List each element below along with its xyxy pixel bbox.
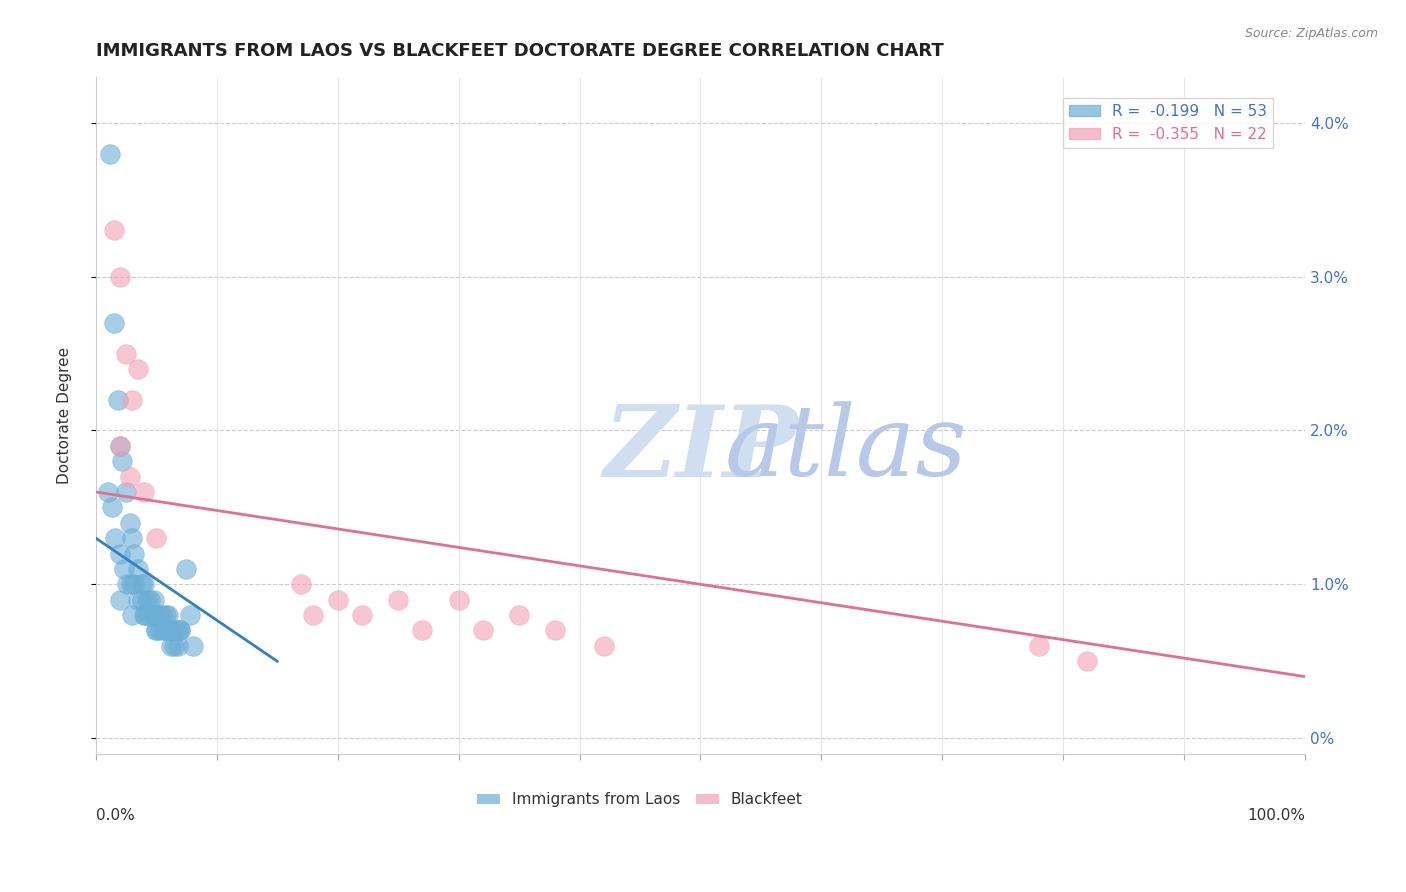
Point (115, 485, 138, 500)
Point (112, 562, 135, 576)
Point (121, 608, 143, 623)
Point (100, 500, 122, 515)
Point (152, 624, 174, 638)
Point (118, 469, 141, 483)
Point (145, 624, 167, 638)
Point (108, 547, 131, 561)
Point (145, 531, 167, 545)
Point (176, 562, 198, 576)
Point (159, 624, 181, 638)
Point (592, 639, 614, 653)
Point (447, 592, 470, 607)
Point (156, 624, 179, 638)
Point (124, 547, 146, 561)
Point (135, 592, 157, 607)
Point (145, 624, 167, 638)
Point (111, 454, 134, 468)
Point (508, 608, 530, 623)
Point (163, 639, 186, 653)
Point (169, 624, 191, 638)
Text: Source: ZipAtlas.com: Source: ZipAtlas.com (1244, 27, 1378, 40)
Legend: Immigrants from Laos, Blackfeet: Immigrants from Laos, Blackfeet (471, 787, 808, 814)
Point (139, 592, 162, 607)
Point (157, 624, 180, 638)
Point (134, 608, 156, 623)
Point (115, 346, 138, 360)
Text: 0.0%: 0.0% (96, 807, 135, 822)
Point (1076, 654, 1098, 668)
Point (1028, 639, 1050, 653)
Point (134, 608, 156, 623)
Point (145, 608, 167, 623)
Point (155, 608, 177, 623)
Point (127, 592, 149, 607)
Point (108, 269, 131, 284)
Point (121, 531, 143, 545)
Point (163, 624, 186, 638)
Point (411, 624, 433, 638)
Point (350, 608, 373, 623)
Point (150, 608, 173, 623)
Point (167, 624, 190, 638)
Text: ZIP: ZIP (603, 401, 799, 497)
Point (115, 577, 138, 591)
Point (134, 577, 156, 591)
Point (108, 592, 131, 607)
Point (131, 577, 153, 591)
Point (302, 608, 325, 623)
Text: 100.0%: 100.0% (1247, 807, 1305, 822)
Point (179, 608, 201, 623)
Point (181, 639, 204, 653)
Point (387, 592, 409, 607)
Point (127, 562, 149, 576)
Point (167, 639, 190, 653)
Point (108, 439, 131, 453)
Point (103, 316, 125, 330)
Point (544, 624, 567, 638)
Point (326, 592, 349, 607)
Point (159, 639, 181, 653)
Point (124, 577, 146, 591)
Point (290, 577, 312, 591)
Point (138, 608, 160, 623)
Point (134, 485, 156, 500)
Point (169, 624, 191, 638)
Point (120, 577, 142, 591)
Point (157, 608, 180, 623)
Point (108, 439, 131, 453)
Point (149, 624, 172, 638)
Point (142, 592, 165, 607)
Point (118, 516, 141, 530)
Point (104, 531, 127, 545)
Point (107, 392, 129, 407)
Point (471, 624, 494, 638)
Text: atlas: atlas (724, 401, 967, 497)
Point (148, 608, 170, 623)
Y-axis label: Doctorate Degree: Doctorate Degree (58, 346, 72, 483)
Point (121, 392, 143, 407)
Text: IMMIGRANTS FROM LAOS VS BLACKFEET DOCTORATE DEGREE CORRELATION CHART: IMMIGRANTS FROM LAOS VS BLACKFEET DOCTOR… (96, 42, 943, 60)
Point (97, 485, 120, 500)
Point (142, 608, 165, 623)
Point (127, 362, 149, 376)
Point (131, 592, 153, 607)
Point (103, 223, 125, 237)
Point (98, 146, 121, 161)
